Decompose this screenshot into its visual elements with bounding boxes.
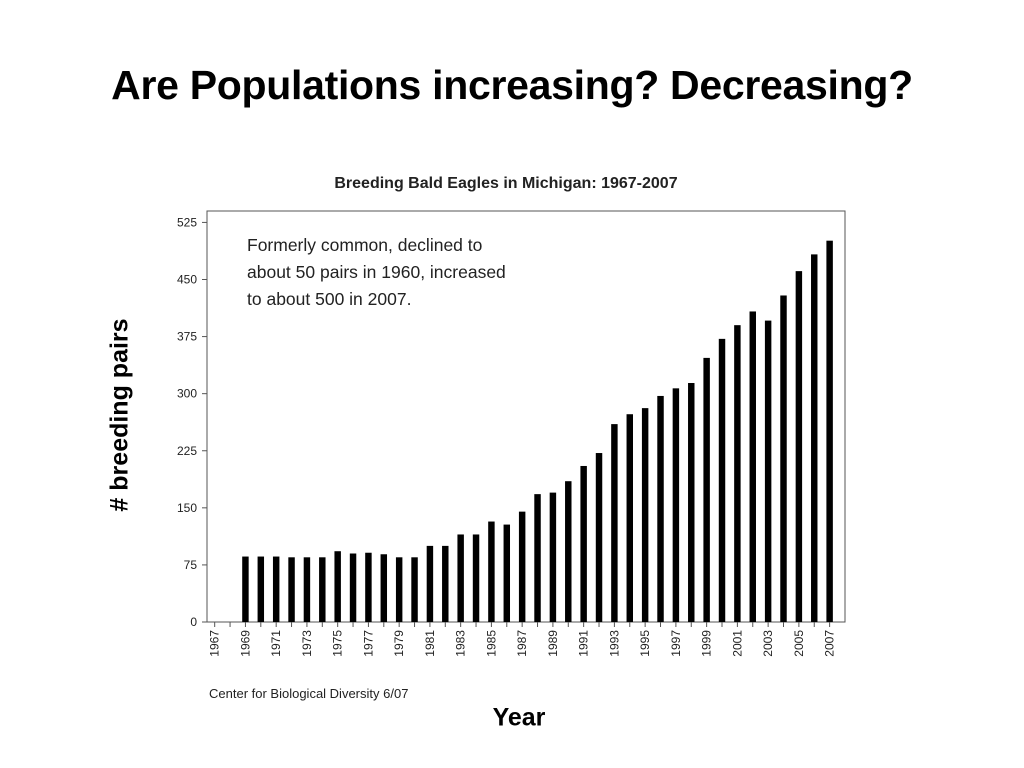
x-tick-label: 1997 xyxy=(669,630,683,657)
annotation-text: Formerly common, declined to about 50 pai… xyxy=(247,235,506,309)
bar-1984 xyxy=(472,534,480,622)
bar-2000 xyxy=(718,338,726,622)
x-tick-label: 1973 xyxy=(300,630,314,657)
bar-1995 xyxy=(641,408,649,622)
y-tick-label: 450 xyxy=(177,273,197,287)
chart-title: Breeding Bald Eagles in Michigan: 1967-2… xyxy=(334,175,677,192)
x-tick-label: 2005 xyxy=(792,630,806,657)
bar-1991 xyxy=(580,465,587,622)
bar-1981 xyxy=(426,545,434,622)
y-tick-label: 375 xyxy=(177,330,197,344)
x-tick-label: 1967 xyxy=(208,630,222,657)
bar-1998 xyxy=(688,383,695,622)
bar-2001 xyxy=(734,325,741,622)
y-axis-title: # breeding pairs xyxy=(105,318,134,512)
bar-1993 xyxy=(611,424,618,622)
bar-1988 xyxy=(534,494,541,622)
x-tick-label: 1983 xyxy=(454,630,468,657)
x-tick-label: 1979 xyxy=(392,630,406,657)
x-tick-label: 1977 xyxy=(361,630,375,657)
x-tick-label: 1987 xyxy=(515,630,529,657)
bar-1986 xyxy=(503,524,511,622)
bar-1976 xyxy=(349,553,357,622)
bar-1997 xyxy=(672,388,680,622)
x-tick-label: 1993 xyxy=(607,630,621,657)
bar-2005 xyxy=(795,271,803,622)
bar-1994 xyxy=(626,414,633,622)
y-tick-label: 150 xyxy=(177,501,197,515)
x-axis: 1967 1969 1971 1973 1975 1977 1979 1981 1983 1985… xyxy=(208,622,837,657)
bar-1979 xyxy=(395,557,403,622)
bar-1975 xyxy=(334,551,341,622)
y-tick-label: 525 xyxy=(177,215,197,229)
bar-2006 xyxy=(811,254,818,622)
bar-1983 xyxy=(457,534,464,622)
x-tick-label: 1991 xyxy=(577,630,591,657)
bar-2003 xyxy=(764,320,772,622)
bar-1987 xyxy=(518,511,526,622)
y-tick-label: 75 xyxy=(184,558,198,572)
x-tick-label: 2003 xyxy=(761,630,775,657)
chart-annotation: Formerly common, declined to about 50 pai… xyxy=(247,235,506,309)
slide-title: Are Populations increasing? Decreasing? xyxy=(111,62,913,108)
bar-1992 xyxy=(595,453,603,622)
y-tick-label: 0 xyxy=(190,615,197,629)
x-tick-label: 2001 xyxy=(730,630,744,657)
x-tick-label: 1971 xyxy=(269,630,283,657)
bar-1969 xyxy=(242,556,249,622)
bar-1971 xyxy=(272,556,280,622)
x-tick-label: 1999 xyxy=(700,630,714,657)
x-tick-label: 2007 xyxy=(823,630,837,657)
x-tick-label: 1975 xyxy=(331,630,345,657)
x-tick-label: 1969 xyxy=(238,630,252,657)
x-tick-label: 1995 xyxy=(638,630,652,657)
y-axis: 0 75 150 225 300 375 450 525 xyxy=(177,215,207,629)
bar-1982 xyxy=(442,545,449,622)
x-tick-label: 1989 xyxy=(546,630,560,657)
bar-1989 xyxy=(549,492,557,622)
bar-1973 xyxy=(303,557,311,622)
bar-1977 xyxy=(365,552,372,622)
bar-1985 xyxy=(488,521,495,622)
plot-frame xyxy=(206,210,846,623)
bar-2007 xyxy=(826,240,833,622)
bar-series xyxy=(242,240,833,622)
x-axis-title: Year xyxy=(492,703,546,732)
bar-2002 xyxy=(749,311,756,622)
bar-1978 xyxy=(380,554,388,622)
bar-1996 xyxy=(657,395,664,622)
bar-1990 xyxy=(565,481,572,622)
bar-1970 xyxy=(257,556,265,622)
bar-1972 xyxy=(288,557,295,622)
bar-1999 xyxy=(703,357,710,622)
x-tick-label: 1985 xyxy=(484,630,498,657)
y-tick-label: 225 xyxy=(177,444,197,458)
x-tick-label: 1981 xyxy=(423,630,437,657)
source-note: Center for Biological Diversity 6/07 xyxy=(209,686,408,701)
bar-1974 xyxy=(319,557,326,622)
y-tick-label: 300 xyxy=(177,387,197,401)
bar-1980 xyxy=(411,557,418,622)
bar-2004 xyxy=(780,295,787,622)
